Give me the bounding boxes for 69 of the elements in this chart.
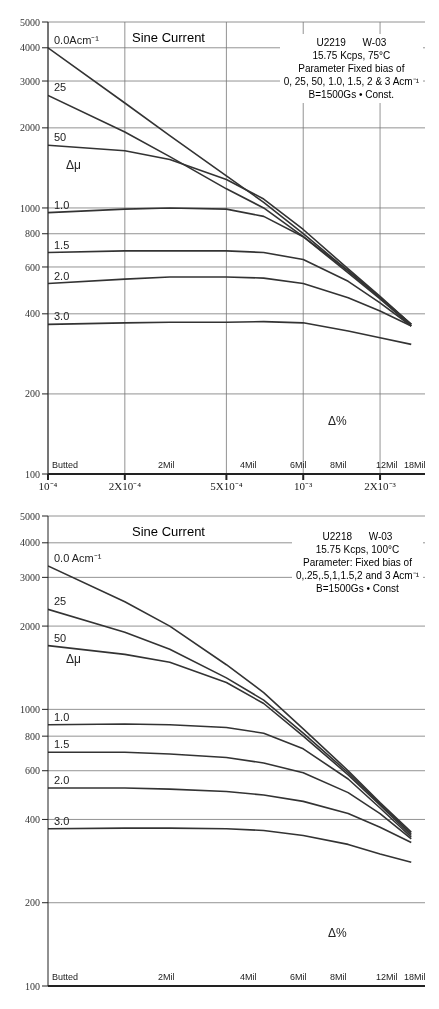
y-tick-label: 600	[25, 765, 40, 777]
series-label: 1.0	[54, 710, 70, 723]
annotation: 15.75 Kcps, 100°C	[314, 543, 401, 556]
series-label: 25	[54, 81, 67, 94]
annotation: 4Mil	[240, 972, 257, 982]
y-tick-label: 100	[25, 980, 40, 992]
y-tick-label: 800	[25, 228, 40, 240]
annotation: Δμ	[66, 158, 81, 172]
y-tick-label: 4000	[20, 537, 40, 549]
annotation: Δ%	[328, 414, 347, 428]
y-tick-label: 5000	[20, 510, 40, 522]
y-tick-label: 400	[25, 814, 40, 825]
y-tick-label: 400	[25, 308, 40, 320]
x-tick-label: 2X10⁻³	[364, 479, 397, 492]
series-label: 25	[54, 595, 67, 608]
y-tick-label: 3000	[20, 75, 40, 87]
y-tick-label: 200	[25, 388, 40, 400]
annotation: 8Mil	[330, 972, 347, 982]
x-tick-label: 2X10⁻⁴	[108, 479, 142, 492]
y-tick-label: 200	[25, 897, 40, 909]
annotation: Butted	[52, 972, 79, 982]
annotation: 6Mil	[290, 972, 307, 982]
y-tick-label: 1000	[20, 202, 40, 214]
series-label: 2.0	[54, 269, 70, 282]
y-tick-label: 600	[25, 261, 40, 273]
y-tick-label: 1000	[20, 703, 40, 715]
annotation: Δμ	[66, 652, 81, 666]
annotation: 0, 25, 50, 1.0, 1.5, 2 & 3 Acm⁻¹	[283, 75, 419, 88]
y-tick-label: 100	[25, 468, 40, 480]
series-label: 50	[54, 131, 67, 144]
x-tick-label: 10⁻³	[294, 479, 314, 492]
series-label: 2.0	[54, 773, 70, 786]
annotation: U2219 W-03	[315, 36, 388, 49]
y-tick-label: 5000	[20, 16, 40, 28]
annotation: 0,.25,.5,1,1.5,2 and 3 Acm⁻¹	[295, 569, 419, 582]
annotation: 4Mil	[240, 460, 257, 470]
annotation: B=1500Gs • Const	[315, 582, 400, 595]
annotation: 6Mil	[290, 460, 307, 470]
series-label: 3.0	[54, 814, 70, 827]
annotation: Parameter Fixed bias of	[297, 62, 406, 75]
annotation: Δ%	[328, 926, 347, 940]
x-tick-label: 10⁻⁴	[38, 479, 58, 492]
y-tick-label: 2000	[20, 122, 40, 134]
y-tick-label: 800	[25, 730, 40, 742]
annotation: 18Mil	[404, 972, 426, 982]
annotation: 12Mil	[376, 972, 398, 982]
series-label: 3.0	[54, 310, 70, 323]
text: Sine Current	[128, 30, 209, 45]
series-label: 1.0	[54, 198, 70, 211]
series-label: 50	[54, 631, 67, 644]
annotation: Butted	[52, 460, 79, 470]
annotation: 15.75 Kcps, 75°C	[311, 49, 392, 62]
annotation: 2Mil	[158, 972, 175, 982]
x-tick-label: 5X10⁻⁴	[210, 479, 243, 492]
series-label: 0.0Acm⁻¹	[54, 33, 100, 46]
annotation: 8Mil	[330, 460, 347, 470]
annotation: B=1500Gs • Const.	[307, 88, 396, 101]
y-tick-label: 4000	[20, 42, 40, 54]
series-label: 0.0 Acm⁻¹	[54, 551, 102, 564]
annotation: 2Mil	[158, 460, 175, 470]
text: Sine Current	[128, 524, 209, 539]
series-label: 1.5	[54, 238, 70, 251]
series-label: 1.5	[54, 738, 70, 751]
y-tick-label: 2000	[20, 620, 40, 632]
annotation: 12Mil	[376, 460, 398, 470]
annotation: Parameter: Fixed bias of	[302, 556, 413, 569]
annotation: 18Mil	[404, 460, 426, 470]
annotation: U2218 W-03	[321, 530, 394, 543]
y-tick-label: 3000	[20, 571, 40, 583]
